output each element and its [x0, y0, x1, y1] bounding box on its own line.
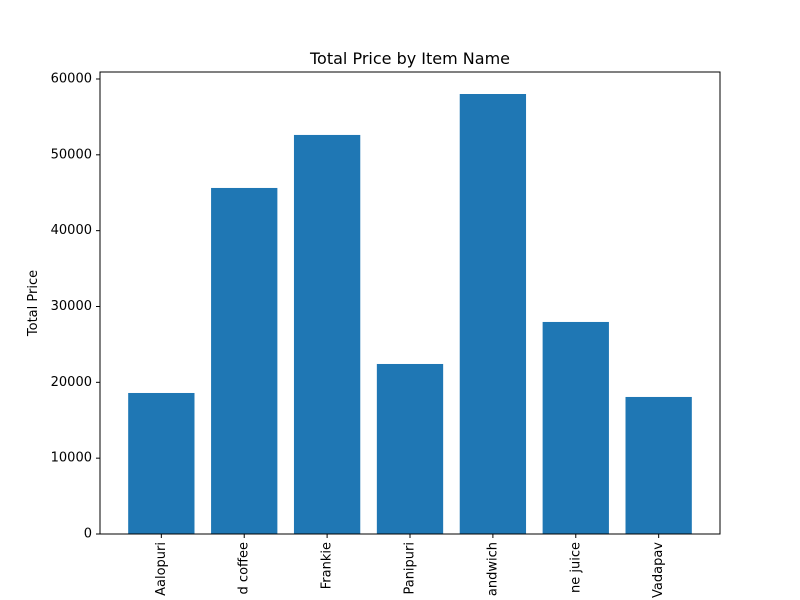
bar: [625, 396, 692, 534]
x-tick-label: ne juice: [568, 542, 583, 593]
y-tick-label: 20000: [51, 375, 92, 390]
chart-title: Total Price by Item Name: [309, 49, 510, 68]
y-tick-label: 50000: [51, 147, 92, 162]
plot-frame: [99, 71, 721, 535]
y-axis-label: Total Price: [26, 270, 41, 337]
y-tick-label: 60000: [51, 71, 92, 86]
bar: [459, 94, 527, 534]
bar: [128, 392, 195, 534]
x-tick-label: Frankie: [320, 542, 335, 589]
x-tick-label: d coffee: [237, 542, 252, 594]
y-tick-label: 30000: [51, 299, 92, 314]
bar: [376, 363, 444, 534]
y-tick-label: 0: [84, 527, 92, 542]
y-tick-label: 10000: [51, 451, 92, 466]
y-tick-label: 40000: [51, 223, 92, 238]
bar: [211, 187, 278, 535]
x-tick-label: Panipuri: [403, 542, 418, 595]
bar: [542, 321, 609, 534]
x-tick-label: andwich: [485, 542, 500, 596]
x-tick-label: Vadapav: [651, 542, 666, 598]
x-tick-label: Aalopuri: [154, 542, 169, 596]
bar: [293, 134, 361, 534]
